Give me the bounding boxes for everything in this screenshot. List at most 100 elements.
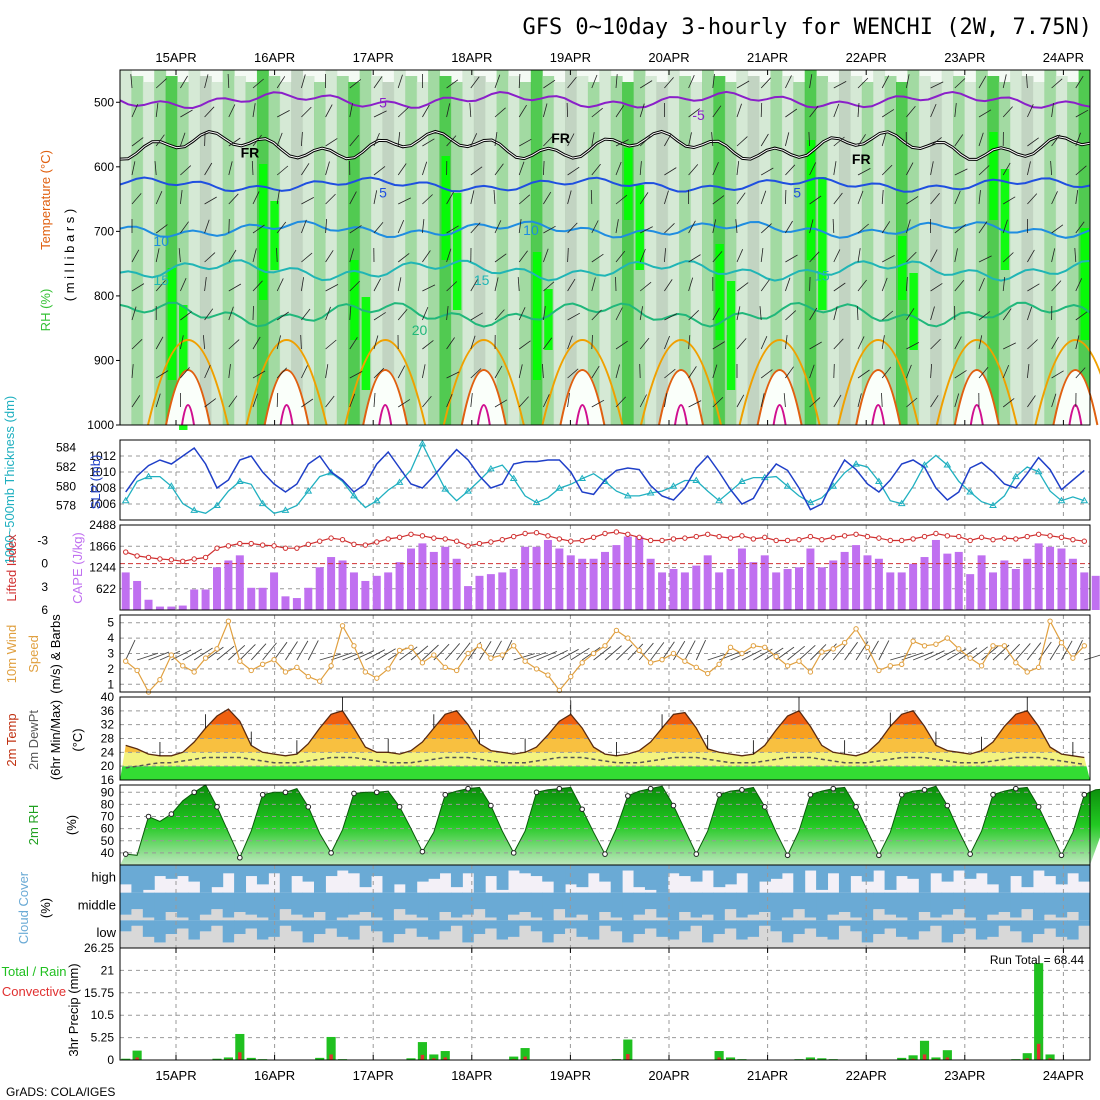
cloud-low-bar <box>1055 920 1068 937</box>
wind-speed-point <box>750 643 757 649</box>
isotherm-line <box>119 301 1091 328</box>
rh-high-patch <box>452 193 462 310</box>
cloud-middle-gap <box>1055 917 1068 921</box>
wind-barb <box>688 277 694 292</box>
rh-shade-column <box>245 82 258 425</box>
cloud-middle-bar <box>131 892 144 910</box>
wind-barb-10m <box>262 642 277 661</box>
wind-barb <box>736 161 740 176</box>
wind-barb <box>276 392 279 408</box>
cloud-low-bar <box>1078 920 1091 926</box>
top-date-label: 18APR <box>451 50 492 65</box>
cape-bar <box>920 557 929 610</box>
cloud-low-gap <box>838 925 851 948</box>
cloud-middle-bar <box>1055 892 1068 918</box>
cape-frame <box>119 524 1091 611</box>
wind-barb <box>204 277 207 292</box>
rh-point <box>351 790 357 797</box>
cape-bar <box>224 560 233 610</box>
wind-barb <box>785 335 788 350</box>
cape-bar <box>327 557 336 610</box>
top-date-label: 16APR <box>254 50 295 65</box>
thickness-point <box>350 491 358 499</box>
wind-barb-10m <box>376 648 396 661</box>
rh-shade-column <box>222 70 235 425</box>
wind-barb <box>712 162 719 176</box>
cloud-middle-gap <box>530 917 543 921</box>
cloud-low-gap <box>930 925 943 948</box>
cloud-low-gap <box>907 939 920 948</box>
wind-barb <box>228 339 240 350</box>
rh-point <box>533 789 540 796</box>
wind-barb <box>276 132 283 147</box>
wind-speed-point <box>225 618 232 624</box>
wind-barb <box>930 283 943 292</box>
precip-convective-bar <box>911 1058 915 1060</box>
li-point <box>476 540 483 547</box>
thickness-slp-frame <box>119 439 1091 521</box>
precip-frame <box>119 947 1091 1061</box>
bottom-date-label: 18APR <box>451 1068 492 1083</box>
cloud-middle-bar <box>1010 892 1023 918</box>
wind-barb-10m <box>205 646 224 661</box>
cloud-low-bar <box>508 920 520 937</box>
wind-barb <box>131 339 143 350</box>
cloud-high-bar <box>496 865 509 890</box>
cloud-middle-gap <box>519 912 532 921</box>
cloud-low-bar <box>439 920 452 932</box>
precip-convective-bar <box>945 1057 950 1060</box>
thickness-point <box>235 477 244 484</box>
wind-barb-10m <box>136 652 159 661</box>
cloud-middle-gap <box>279 909 292 921</box>
wind-barb <box>736 249 744 263</box>
cloud-low-gap <box>850 931 863 948</box>
wind-barb <box>954 168 968 176</box>
wind-barb <box>1075 311 1088 321</box>
rh-point <box>602 851 608 857</box>
wind-barb <box>1075 335 1080 350</box>
rh-shade-column <box>1044 70 1057 425</box>
thickness-point <box>121 496 130 504</box>
cloud-high-bar <box>256 865 269 885</box>
cloud-low-gap <box>1032 934 1045 948</box>
wind-speed-point <box>545 672 551 678</box>
wind-barb-10m <box>616 644 633 661</box>
wind-barb-10m <box>810 644 827 661</box>
wind-barb <box>422 284 436 292</box>
wind-barb <box>809 105 819 118</box>
wind-barb <box>640 226 653 234</box>
cloud-middle-gap <box>336 917 349 921</box>
cape-bar <box>680 572 689 610</box>
cloud-low-bar <box>827 920 840 940</box>
temp-axis-label-4: (°C) <box>70 728 85 751</box>
wind-barb <box>591 74 598 89</box>
wind-barb <box>518 364 523 379</box>
precip-total-bar <box>509 1056 519 1060</box>
wind-speed-point <box>271 656 277 663</box>
rh-shade-column <box>279 82 292 425</box>
cloud-middle-bar <box>770 892 783 921</box>
wind-speed-point <box>465 650 471 657</box>
cloud-high-bar <box>918 865 931 893</box>
wind-barb <box>301 197 314 205</box>
cloud-low-bar <box>759 920 771 926</box>
li-point <box>533 530 540 536</box>
wind-barb-10m <box>193 647 213 661</box>
wind-barb <box>131 306 137 321</box>
wind-barb-10m <box>547 649 568 661</box>
rh-point <box>647 785 654 792</box>
li-point <box>716 533 722 540</box>
rh-point <box>693 851 700 857</box>
cloud-middle-bar <box>998 892 1011 913</box>
precip-tick-label: 10.5 <box>91 1008 115 1022</box>
precip-convective-bar <box>432 1058 436 1060</box>
wind-barb <box>446 135 457 147</box>
cloud-high-bar <box>873 865 886 871</box>
bottom-date-label: 19APR <box>550 1068 591 1083</box>
slp-tick-label: 1010 <box>89 465 116 479</box>
wind-barb-10m <box>958 647 978 661</box>
cloud-high-bar <box>508 865 520 871</box>
cloud-high-bar <box>907 865 920 879</box>
cloud-low-bar <box>393 920 406 935</box>
